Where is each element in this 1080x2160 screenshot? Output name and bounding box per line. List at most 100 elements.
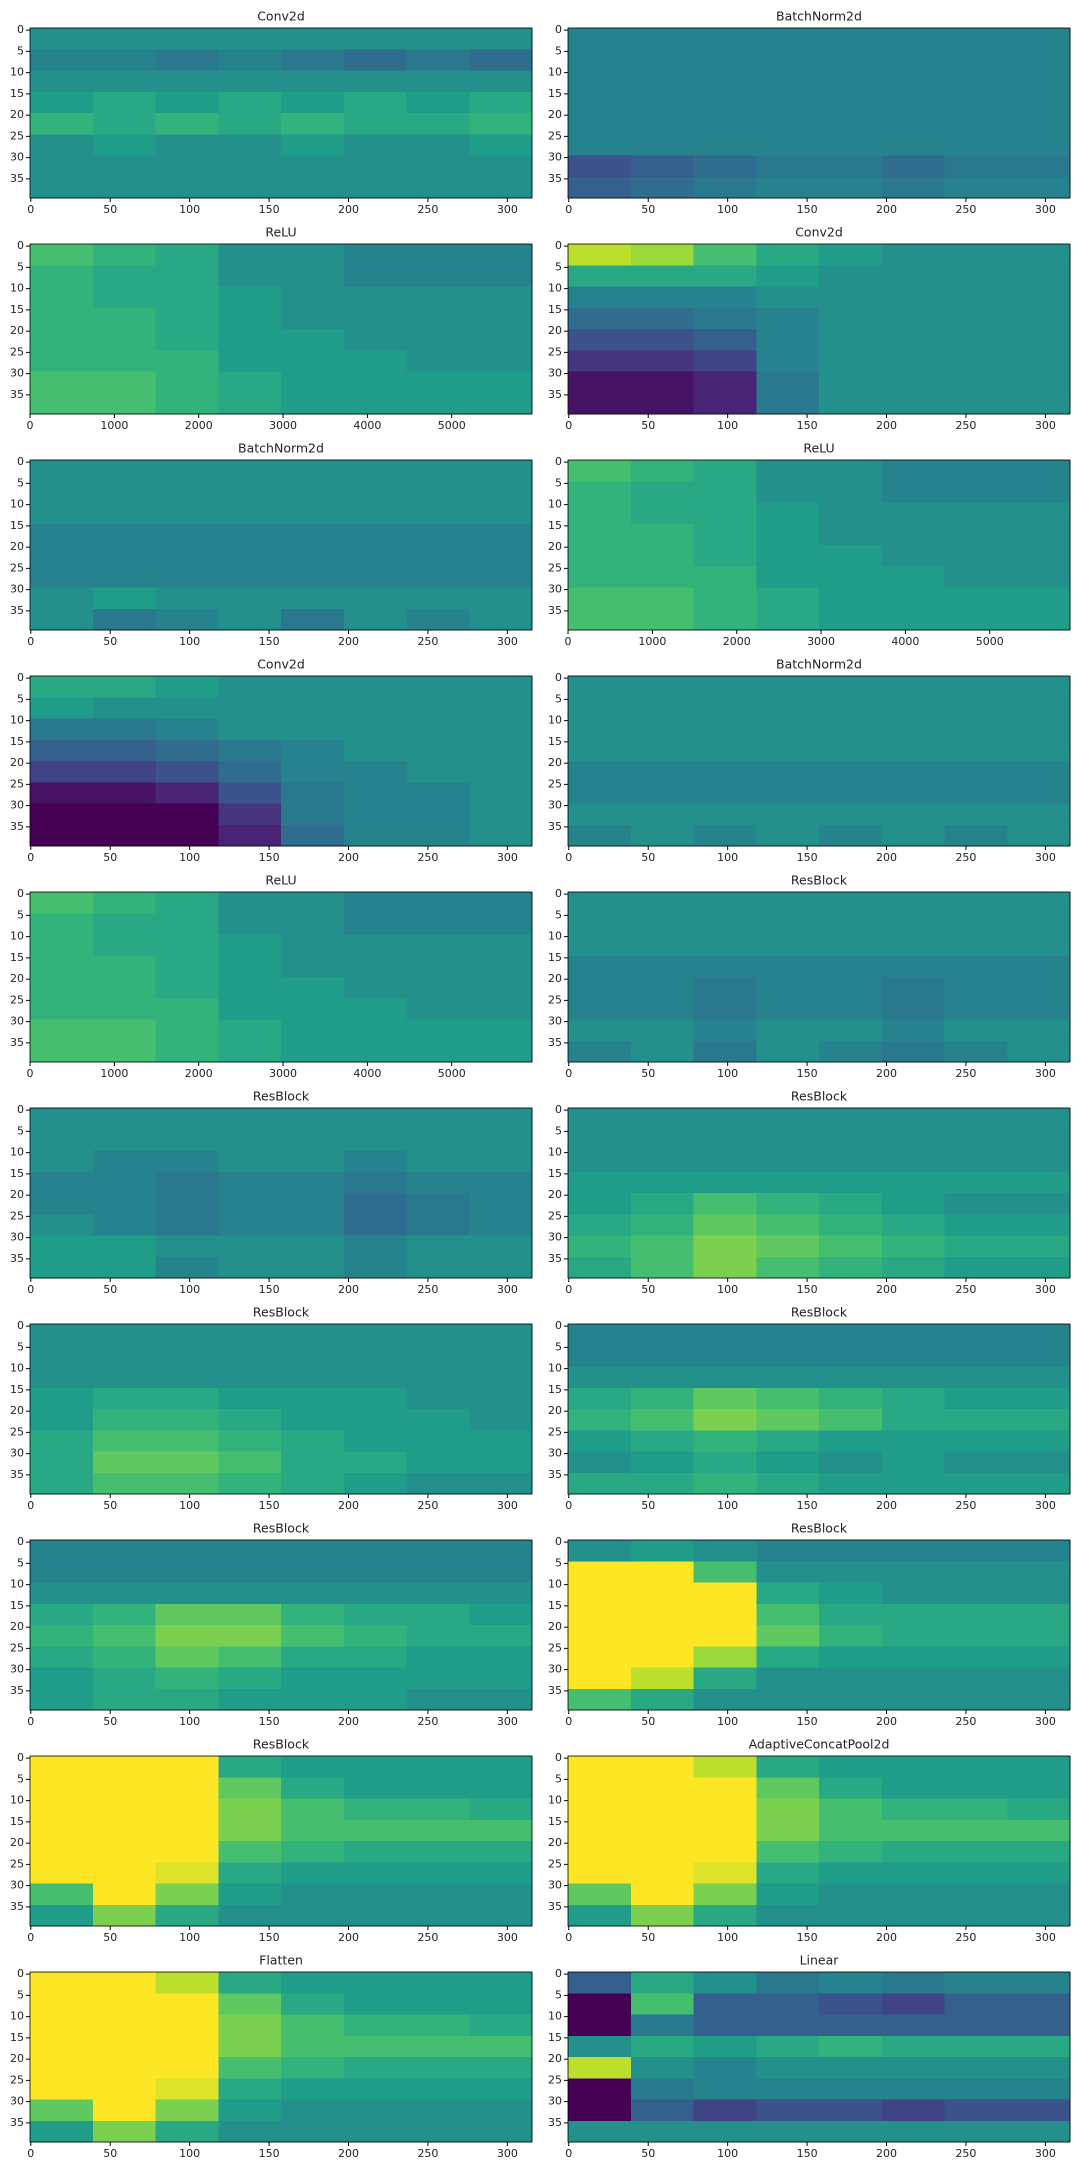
y-tick-label: 35 xyxy=(10,172,24,185)
y-tick-label: 20 xyxy=(548,1620,562,1633)
heat-cell xyxy=(30,1345,94,1367)
heat-cell xyxy=(30,1387,94,1410)
heat-cell xyxy=(1007,1345,1071,1367)
panel-title: ReLU xyxy=(803,441,834,456)
heat-cell xyxy=(819,265,883,287)
heat-cell xyxy=(881,1409,945,1431)
heat-cell xyxy=(881,350,945,372)
plot-frame xyxy=(567,243,1071,415)
x-tick-label: 250 xyxy=(417,1283,438,1296)
heat-cell xyxy=(568,1582,632,1605)
heat-cell xyxy=(756,1472,820,1495)
heat-cell xyxy=(756,1451,820,1474)
heat-cell xyxy=(944,761,1008,783)
heat-cell xyxy=(756,502,820,525)
heat-cell xyxy=(469,1193,533,1215)
plot-frame xyxy=(567,1107,1071,1279)
heat-cell xyxy=(343,1366,407,1389)
y-tick-label: 0 xyxy=(555,887,562,900)
heat-cell xyxy=(881,955,945,978)
heat-cell xyxy=(1007,91,1071,114)
x-tick-label: 50 xyxy=(103,2147,117,2160)
heat-cell xyxy=(469,70,533,93)
y-tick-label: 0 xyxy=(17,1319,24,1332)
heat-cell xyxy=(693,998,757,1020)
heat-cell xyxy=(819,113,883,135)
y-tick-label: 20 xyxy=(10,1836,24,1849)
heat-cell xyxy=(30,1798,94,1821)
heat-cell xyxy=(343,1040,407,1063)
heat-cell xyxy=(1007,1129,1071,1151)
heat-cell xyxy=(30,1603,94,1626)
heat-cell xyxy=(568,566,632,588)
heat-cell xyxy=(693,1324,757,1346)
heat-cell xyxy=(756,676,820,698)
x-tick-label: 200 xyxy=(338,635,359,648)
heat-cell xyxy=(92,1451,156,1474)
heat-cell xyxy=(30,1561,94,1583)
heat-cell xyxy=(469,566,533,588)
x-tick-label: 1000 xyxy=(100,419,128,432)
heat-cell xyxy=(281,481,345,503)
heat-cell xyxy=(693,718,757,741)
heat-cell xyxy=(756,371,820,394)
heat-cell xyxy=(469,329,533,351)
heat-cell xyxy=(343,824,407,847)
heat-cell xyxy=(218,1193,282,1215)
heat-cell xyxy=(881,1451,945,1474)
heat-cell xyxy=(406,1040,470,1063)
heat-cell xyxy=(881,1129,945,1151)
heat-cell xyxy=(92,1603,156,1626)
y-tick-label: 0 xyxy=(17,1103,24,1116)
heat-cell xyxy=(406,934,470,957)
heat-cell xyxy=(281,2014,345,2037)
heat-cell xyxy=(406,49,470,71)
heat-cell xyxy=(469,1472,533,1495)
heat-cell xyxy=(92,676,156,698)
heat-cell xyxy=(30,1625,94,1647)
heat-cell xyxy=(406,2057,470,2079)
heat-cell xyxy=(756,587,820,610)
heat-cell xyxy=(568,2099,632,2122)
heat-cell xyxy=(819,1171,883,1194)
heat-cell xyxy=(281,1150,345,1173)
heat-cell xyxy=(469,718,533,741)
heat-cell xyxy=(944,244,1008,266)
y-tick-label: 10 xyxy=(548,282,562,295)
heat-cell xyxy=(1007,1540,1071,1562)
heat-cell xyxy=(343,1883,407,1906)
heat-cell xyxy=(218,265,282,287)
heat-cell xyxy=(1007,2120,1071,2143)
heat-cell xyxy=(155,1387,219,1410)
heat-cell xyxy=(944,307,1008,330)
heat-cell xyxy=(630,913,694,935)
heat-cell xyxy=(944,1819,1008,1842)
heat-cell xyxy=(944,697,1008,719)
heat-cell xyxy=(281,2120,345,2143)
heat-cell xyxy=(155,1235,219,1258)
heat-cell xyxy=(819,1235,883,1258)
heat-cell xyxy=(406,1451,470,1474)
heat-cell xyxy=(756,824,820,847)
heat-cell xyxy=(30,697,94,719)
heat-cell xyxy=(881,460,945,482)
heat-cell xyxy=(944,1883,1008,1906)
heat-cell xyxy=(756,566,820,588)
heat-cell xyxy=(218,587,282,610)
heat-cell xyxy=(218,2035,282,2058)
y-tick-label: 30 xyxy=(10,799,24,812)
heat-cell xyxy=(469,1561,533,1583)
heat-cell xyxy=(155,1409,219,1431)
heat-cell xyxy=(756,1667,820,1690)
heat-cell xyxy=(693,1171,757,1194)
y-tick-label: 25 xyxy=(10,1209,24,1222)
heat-cell xyxy=(469,460,533,482)
heat-cell xyxy=(944,1040,1008,1063)
heat-cell xyxy=(281,782,345,804)
heat-cell xyxy=(469,1972,533,1994)
x-tick-label: 100 xyxy=(717,203,738,216)
heat-cell xyxy=(944,286,1008,309)
heat-cell xyxy=(1007,2035,1071,2058)
